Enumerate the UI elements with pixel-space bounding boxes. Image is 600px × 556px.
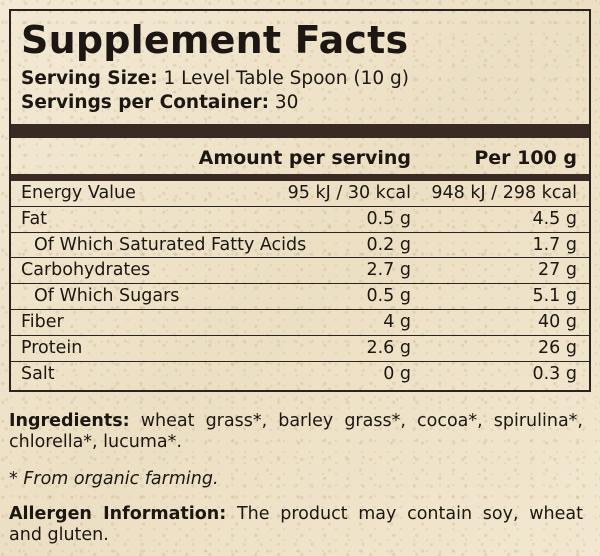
nutrient-name: Fiber: [21, 311, 64, 332]
amount-per-serving: 2.6 g: [366, 337, 411, 358]
amount-per-100g: 27 g: [538, 260, 577, 281]
serving-size-label: Serving Size:: [21, 68, 158, 89]
amount-per-100g: 4.5 g: [532, 208, 577, 229]
amount-per-serving: 2.7 g: [366, 260, 411, 281]
serving-size-line: Serving Size: 1 Level Table Spoon (10 g): [21, 67, 409, 91]
nutrient-row: Carbohydrates 2.7 g 27 g: [11, 258, 589, 285]
nutrient-row: Salt 0 g 0.3 g: [11, 362, 589, 388]
amount-per-serving: 0 g: [383, 363, 411, 384]
serving-size-value: 1 Level Table Spoon (10 g): [163, 68, 409, 89]
nutrient-row: Fiber 4 g 40 g: [11, 310, 589, 336]
amount-per-100g: 0.3 g: [532, 363, 577, 384]
amount-per-100g: 40 g: [538, 311, 577, 332]
servings-per-container-line: Servings per Container: 30: [21, 91, 409, 115]
thick-divider: [11, 124, 589, 138]
header-divider: [11, 174, 589, 181]
supplement-facts-panel: Supplement Facts Serving Size: 1 Level T…: [9, 9, 591, 392]
per-100g-header: Per 100 g: [474, 147, 577, 169]
nutrient-subrow: Of Which Sugars 0.5 g 5.1 g: [11, 284, 589, 310]
nutrient-name: Carbohydrates: [21, 260, 151, 281]
ingredients-label: Ingredients:: [9, 411, 130, 431]
nutrient-subrow: Of Which Saturated Fatty Acids 0.2 g 1.7…: [11, 233, 589, 259]
amount-per-serving-header: Amount per serving: [198, 147, 411, 169]
amount-per-serving: 0.5 g: [366, 286, 411, 307]
nutrient-row: Protein 2.6 g 26 g: [11, 336, 589, 362]
amount-per-serving: 0.5 g: [366, 208, 411, 229]
amount-per-100g: 948 kJ / 298 kcal: [431, 183, 577, 203]
nutrient-name: Salt: [21, 363, 55, 384]
servings-per-container-value: 30: [274, 92, 299, 113]
organic-note: * From organic farming.: [9, 469, 219, 489]
amount-per-100g: 5.1 g: [532, 286, 577, 307]
nutrient-name: Of Which Sugars: [34, 286, 180, 307]
nutrient-table: Energy Value 95 kJ / 30 kcal 948 kJ / 29…: [11, 181, 589, 387]
servings-per-container-label: Servings per Container:: [21, 92, 269, 113]
nutrient-name: Of Which Saturated Fatty Acids: [34, 234, 307, 255]
amount-per-serving: 95 kJ / 30 kcal: [287, 183, 411, 203]
ingredients-text: Ingredients: wheat grass*, barley grass*…: [9, 411, 583, 453]
amount-per-100g: 26 g: [538, 337, 577, 358]
ingredients-list: wheat grass*, barley grass*, cocoa*, spi…: [9, 411, 583, 452]
nutrient-name: Fat: [21, 208, 48, 229]
column-header-row: Amount per serving Per 100 g: [11, 145, 589, 171]
amount-per-serving: 0.2 g: [366, 234, 411, 255]
allergen-statement: The product may contain soy, wheat and g…: [9, 504, 583, 545]
serving-info: Serving Size: 1 Level Table Spoon (10 g)…: [21, 67, 409, 115]
nutrient-name: Protein: [21, 337, 83, 358]
panel-title: Supplement Facts: [21, 18, 409, 62]
allergen-label: Allergen Information:: [9, 504, 227, 524]
amount-per-serving: 4 g: [383, 311, 411, 332]
nutrient-name: Energy Value: [21, 183, 136, 203]
amount-per-100g: 1.7 g: [532, 234, 577, 255]
nutrient-row: Energy Value 95 kJ / 30 kcal 948 kJ / 29…: [11, 181, 589, 207]
allergen-text: Allergen Information: The product may co…: [9, 504, 583, 546]
nutrient-row: Fat 0.5 g 4.5 g: [11, 207, 589, 233]
